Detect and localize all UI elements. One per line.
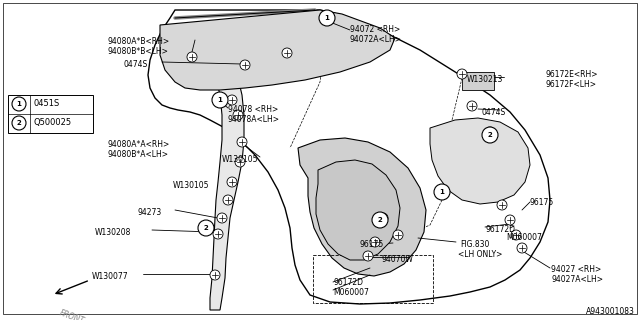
Circle shape — [497, 200, 507, 210]
Bar — [462, 72, 494, 90]
Text: 94080B*B<LH>: 94080B*B<LH> — [108, 47, 169, 56]
Circle shape — [212, 92, 228, 108]
Circle shape — [223, 195, 233, 205]
Text: FIG.830: FIG.830 — [460, 240, 490, 249]
Text: 96175: 96175 — [530, 198, 554, 207]
Text: FRONT: FRONT — [58, 308, 86, 320]
Text: 1: 1 — [324, 15, 330, 21]
Text: 94080B*A<LH>: 94080B*A<LH> — [108, 150, 169, 159]
Text: 94027 <RH>: 94027 <RH> — [551, 265, 601, 274]
Circle shape — [235, 157, 245, 167]
Text: 1: 1 — [17, 101, 21, 107]
Text: 94072 <RH>: 94072 <RH> — [350, 25, 400, 34]
Circle shape — [319, 10, 335, 26]
Text: 0474S: 0474S — [124, 60, 148, 69]
Text: Q500025: Q500025 — [34, 118, 72, 127]
Text: 96172D: 96172D — [485, 225, 515, 234]
Text: 1: 1 — [218, 97, 223, 103]
Text: 94027A<LH>: 94027A<LH> — [551, 275, 603, 284]
Text: 96172F<LH>: 96172F<LH> — [546, 80, 597, 89]
Text: 94078 <RH>: 94078 <RH> — [228, 105, 278, 114]
Text: 96175: 96175 — [360, 240, 384, 249]
Text: 96172D: 96172D — [333, 278, 363, 287]
Text: 94078A<LH>: 94078A<LH> — [228, 115, 280, 124]
Text: 94072A<LH>: 94072A<LH> — [350, 35, 402, 44]
Text: W130213: W130213 — [467, 75, 504, 84]
Circle shape — [240, 60, 250, 70]
Polygon shape — [200, 58, 244, 310]
Circle shape — [12, 116, 26, 130]
Circle shape — [363, 251, 373, 261]
Bar — [313, 255, 433, 303]
Circle shape — [467, 101, 477, 111]
Text: W130105: W130105 — [173, 181, 209, 190]
Text: M060007: M060007 — [333, 288, 369, 297]
Circle shape — [517, 243, 527, 253]
Circle shape — [198, 220, 214, 236]
Text: 96172E<RH>: 96172E<RH> — [546, 70, 598, 79]
Circle shape — [210, 270, 220, 280]
Bar — [8, 95, 93, 133]
Circle shape — [237, 137, 247, 147]
Circle shape — [434, 184, 450, 200]
Circle shape — [217, 213, 227, 223]
Text: 94070W: 94070W — [382, 255, 414, 264]
Text: M060007: M060007 — [506, 233, 542, 242]
Circle shape — [372, 212, 388, 228]
Polygon shape — [160, 10, 395, 90]
Circle shape — [511, 230, 521, 240]
Text: W130105: W130105 — [222, 155, 259, 164]
Circle shape — [370, 237, 380, 247]
Text: 0474S: 0474S — [481, 108, 505, 117]
Circle shape — [187, 52, 197, 62]
Circle shape — [12, 97, 26, 111]
Circle shape — [213, 229, 223, 239]
Circle shape — [233, 110, 243, 120]
Circle shape — [482, 127, 498, 143]
Text: W130208: W130208 — [95, 228, 131, 237]
Circle shape — [378, 213, 388, 223]
Text: 2: 2 — [488, 132, 492, 138]
Circle shape — [457, 69, 467, 79]
Text: 94080A*B<RH>: 94080A*B<RH> — [108, 37, 170, 46]
Text: 2: 2 — [378, 217, 382, 223]
Text: 0451S: 0451S — [34, 100, 60, 108]
Circle shape — [393, 230, 403, 240]
Text: <LH ONLY>: <LH ONLY> — [458, 250, 502, 259]
Circle shape — [227, 95, 237, 105]
Text: 1: 1 — [440, 189, 444, 195]
Text: 94273: 94273 — [138, 208, 163, 217]
Circle shape — [485, 127, 495, 137]
Text: 94080A*A<RH>: 94080A*A<RH> — [108, 140, 170, 149]
Circle shape — [282, 48, 292, 58]
Polygon shape — [298, 138, 426, 276]
Circle shape — [227, 177, 237, 187]
Text: W130077: W130077 — [92, 272, 129, 281]
Text: 2: 2 — [17, 120, 21, 126]
Polygon shape — [430, 118, 530, 204]
Text: 2: 2 — [204, 225, 209, 231]
Circle shape — [505, 215, 515, 225]
Text: A943001083: A943001083 — [586, 307, 635, 316]
Polygon shape — [316, 160, 400, 260]
